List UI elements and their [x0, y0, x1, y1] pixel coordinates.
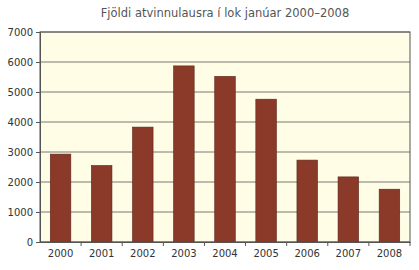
x-tick: 2003	[171, 242, 196, 259]
y-tick-mark	[36, 212, 40, 213]
y-tick-mark	[36, 32, 40, 33]
x-tick: 2006	[294, 242, 319, 259]
x-tick: 2002	[130, 242, 155, 259]
x-separator	[368, 242, 369, 246]
plot-frame	[40, 32, 410, 242]
x-tick: 2005	[253, 242, 278, 259]
bar	[297, 160, 318, 242]
y-tick-label: 7000	[8, 27, 33, 38]
x-tick-label: 2002	[130, 248, 155, 259]
x-separator	[81, 242, 82, 246]
y-tick: 3000	[8, 147, 40, 158]
y-tick: 1000	[8, 207, 40, 218]
x-tick-label: 2004	[212, 248, 237, 259]
x-tick-label: 2003	[171, 248, 196, 259]
x-separator	[122, 242, 123, 246]
chart-svg: Fjöldi atvinnulausra í lok janúar 2000–2…	[0, 0, 419, 270]
y-tick: 6000	[8, 57, 40, 68]
bar	[50, 154, 71, 242]
x-separator	[204, 242, 205, 246]
grid	[40, 32, 410, 242]
x-tick-label: 2008	[377, 248, 402, 259]
x-separator	[327, 242, 328, 246]
y-axis-line	[36, 33, 41, 243]
y-tick-mark	[36, 182, 40, 183]
x-axis: 2000 2001 2002 2003 2004 2005 2006 2007 2008	[41, 242, 411, 259]
y-tick-mark	[36, 242, 40, 243]
y-tick-label: 5000	[8, 87, 33, 98]
x-separator	[245, 242, 246, 246]
x-separators	[81, 242, 410, 246]
y-tick: 7000	[8, 27, 40, 38]
x-tick-label: 2007	[336, 248, 361, 259]
x-tick-label: 2006	[294, 248, 319, 259]
bar	[91, 166, 112, 243]
y-tick-label: 3000	[8, 147, 33, 158]
x-tick: 2007	[336, 242, 361, 259]
bar	[215, 76, 236, 242]
x-tick: 2004	[212, 242, 237, 259]
bar	[379, 189, 400, 242]
y-tick-mark	[36, 62, 40, 63]
x-tick: 2008	[377, 242, 402, 259]
x-separator	[410, 242, 411, 246]
bar	[256, 99, 277, 242]
y-tick-mark	[36, 122, 40, 123]
y-tick-mark	[36, 92, 40, 93]
y-tick: 5000	[8, 87, 40, 98]
bars	[50, 66, 399, 242]
y-axis: 0 1000 2000 3000 4000 5000 6000 7000	[8, 27, 41, 248]
x-tick-label: 2000	[48, 248, 73, 259]
plot: 0100020003000400050006000700020002001200…	[8, 27, 411, 259]
y-tick: 0	[27, 237, 40, 248]
y-tick: 4000	[8, 117, 40, 128]
chart-container: Fjöldi atvinnulausra í lok janúar 2000–2…	[0, 0, 419, 270]
y-tick-label: 6000	[8, 57, 33, 68]
chart-title: Fjöldi atvinnulausra í lok janúar 2000–2…	[101, 6, 350, 20]
y-tick-label: 1000	[8, 207, 33, 218]
x-tick-label: 2001	[89, 248, 114, 259]
y-tick: 2000	[8, 177, 40, 188]
y-tick-label: 0	[27, 237, 33, 248]
x-tick: 2001	[89, 242, 114, 259]
plot-background	[40, 32, 410, 242]
x-separator	[286, 242, 287, 246]
y-tick-mark	[36, 152, 40, 153]
x-separator	[163, 242, 164, 246]
x-tick: 2000	[48, 242, 73, 259]
bar	[133, 127, 154, 242]
bar	[338, 177, 359, 242]
x-axis-line	[41, 242, 411, 243]
y-tick-label: 4000	[8, 117, 33, 128]
y-tick-label: 2000	[8, 177, 33, 188]
bar	[174, 66, 195, 242]
grid-line	[40, 62, 410, 63]
x-tick-label: 2005	[253, 248, 278, 259]
